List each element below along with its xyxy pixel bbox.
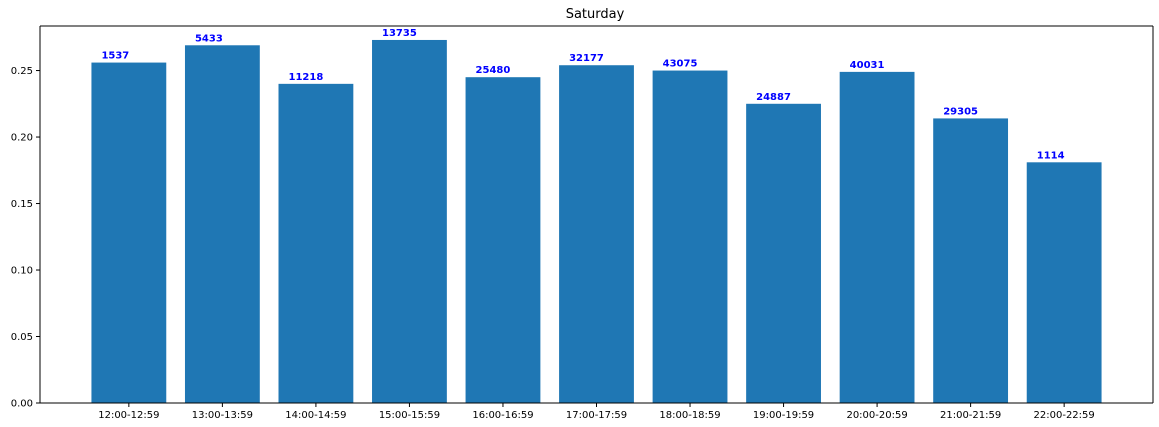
bar (184, 45, 260, 403)
bar (91, 62, 167, 403)
x-tick-label: 16:00-16:59 (472, 410, 533, 421)
bar-data-label: 32177 (569, 53, 604, 64)
x-tick-label: 21:00-21:59 (940, 410, 1001, 421)
bar-data-label: 24887 (756, 92, 791, 103)
bar-data-label: 1537 (101, 51, 129, 62)
bar (652, 70, 728, 404)
bar (1026, 162, 1102, 403)
x-tick-label: 15:00-15:59 (379, 410, 440, 421)
y-tick-label: 0.20 (11, 133, 33, 144)
bar (933, 118, 1009, 404)
chart-title: Saturday (566, 7, 625, 22)
bar-data-label: 29305 (943, 106, 978, 117)
bar (372, 39, 447, 404)
x-tick-label: 22:00-22:59 (1034, 410, 1095, 421)
bar (746, 103, 821, 404)
bar (839, 71, 915, 404)
x-tick-label: 13:00-13:59 (192, 410, 253, 421)
x-tick-label: 14:00-14:59 (285, 410, 346, 421)
bar (278, 83, 354, 403)
y-tick-label: 0.25 (11, 66, 33, 77)
bar-data-label: 43075 (663, 59, 698, 70)
x-tick-label: 20:00-20:59 (846, 410, 907, 421)
bar-data-label: 40031 (850, 60, 885, 71)
bar-data-label: 25480 (476, 65, 511, 76)
y-tick-label: 0.00 (11, 399, 33, 410)
y-tick-label: 0.10 (11, 266, 33, 277)
y-tick-label: 0.05 (11, 332, 33, 343)
bar (465, 77, 541, 403)
x-tick-label: 19:00-19:59 (753, 410, 814, 421)
bar-data-label: 5433 (195, 33, 223, 44)
bar (559, 65, 634, 403)
axes-layer: 0.00 0.05 0.10 0.15 0.20 0.25 12:00-12:59 13:00… (11, 25, 1154, 421)
x-tick-label: 12:00-12:59 (98, 410, 159, 421)
x-tick-label: 17:00-17:59 (566, 410, 627, 421)
y-tick-label: 0.15 (11, 199, 33, 210)
data-labels-layer: 1537 5433 11218 13735 25480 32177 43075 24887 40… (101, 28, 1064, 161)
bar-data-label: 13735 (382, 28, 417, 39)
x-tick-label: 18:00-18:59 (659, 410, 720, 421)
bar-data-label: 11218 (289, 72, 324, 83)
bars-layer (91, 39, 1102, 404)
bar-data-label: 1114 (1037, 150, 1065, 161)
